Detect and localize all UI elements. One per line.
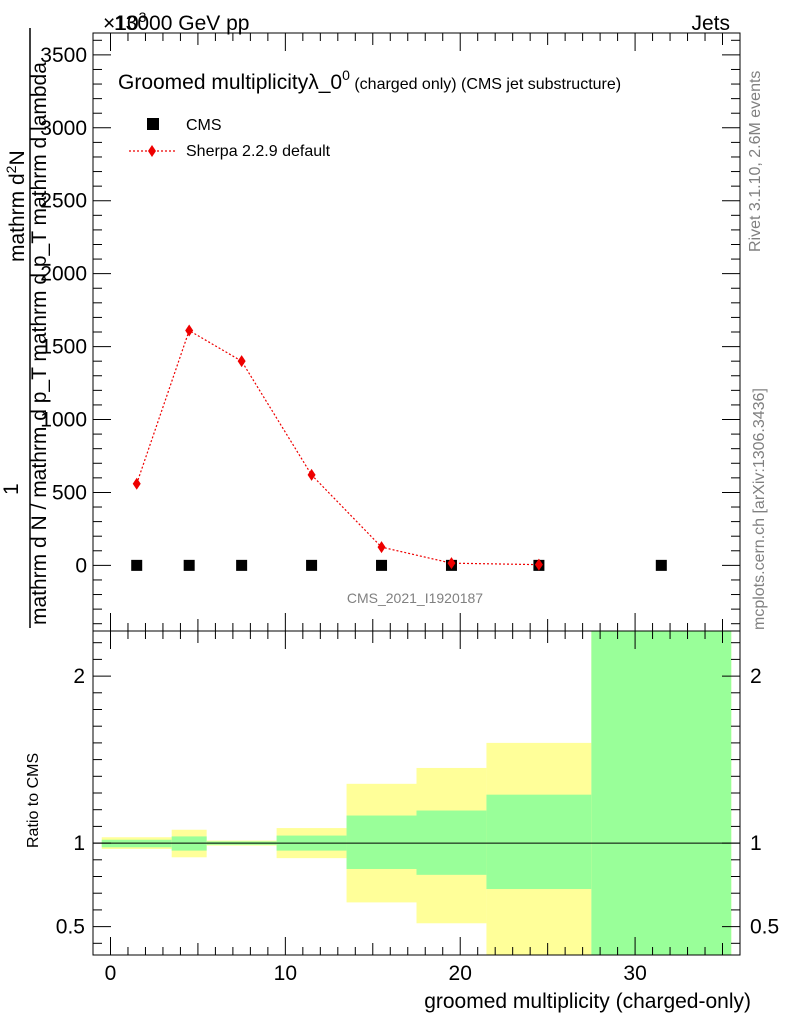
ratio-y-label: Ratio to CMS (25, 753, 42, 848)
x-tick-label: 20 (449, 962, 472, 985)
ratio-tick-label-right: 1 (750, 832, 762, 855)
cms-point (131, 559, 143, 571)
header-left: 13000 GeV pp (114, 12, 249, 35)
ratio-frame (92, 630, 741, 956)
legend-cms-marker (147, 118, 159, 130)
sherpa-point (237, 355, 246, 368)
mcplots-label: mcplots.cern.ch [arXiv:1306.3436] (751, 388, 768, 630)
watermark: CMS_2021_I1920187 (347, 590, 483, 606)
ratio-tick-label-left: 2 (73, 665, 85, 688)
ratio-band-green-6 (486, 794, 592, 890)
y-tick-label: 1000 (40, 409, 87, 432)
cms-point (236, 559, 248, 571)
ratio-band-green-7 (591, 631, 732, 955)
legend-cms-label: CMS (186, 117, 222, 134)
ratio-ticks: 0 10 20 30 0.5 0.5 1 1 2 2 (56, 631, 779, 985)
legend: CMS Sherpa 2.2.9 default (129, 117, 331, 160)
cms-point (183, 559, 195, 571)
ratio-tick-label-right: 0.5 (750, 916, 779, 939)
cms-point (376, 559, 388, 571)
main-series (131, 324, 667, 571)
ratio-tick-label-left: 1 (73, 832, 85, 855)
y-tick-label: 500 (52, 481, 87, 504)
ratio-bands (101, 631, 732, 955)
x-tick-label: 10 (274, 962, 297, 985)
y-tick-label: 3500 (40, 44, 87, 67)
y-tick-label: 1500 (40, 336, 87, 359)
ratio-tick-label-right: 2 (750, 665, 762, 688)
y-tick-label: 3000 (40, 117, 87, 140)
header-exponent: ×103 (103, 9, 147, 35)
legend-sherpa-label: Sherpa 2.2.9 default (186, 143, 331, 160)
sherpa-point (377, 541, 386, 554)
sherpa-point (307, 468, 316, 481)
x-axis-label: groomed multiplicity (charged-only) (424, 990, 751, 1013)
ylabel-prefix: 1 (0, 483, 23, 495)
cms-point (306, 559, 318, 571)
header-right: Jets (691, 12, 730, 35)
rivet-label: Rivet 3.1.10, 2.6M events (747, 71, 764, 252)
x-tick-label: 0 (105, 962, 117, 985)
ylabel-denominator: mathrm d N / mathrm d p_T mathrm d p_T m… (28, 62, 51, 625)
ylabel-numerator: mathrm d2N (3, 150, 29, 262)
y-tick-label: 2000 (40, 263, 87, 286)
ratio-band-green-4 (346, 815, 417, 869)
main-ticks: 0 500 1000 1500 2000 2500 3000 3500 (40, 33, 740, 631)
sherpa-line (136, 329, 539, 566)
main-title: Groomed multiplicityλ_00 (charged only) … (118, 67, 621, 94)
legend-sherpa-marker (148, 145, 156, 157)
cms-point (655, 559, 667, 571)
x-tick-label: 30 (623, 962, 646, 985)
main-y-label: 1 mathrm d2N mathrm d N / mathrm d p_T m… (0, 28, 51, 628)
sherpa-point (447, 557, 456, 570)
sherpa-point (534, 558, 543, 571)
y-tick-label: 0 (75, 554, 87, 577)
y-tick-label: 2500 (40, 190, 87, 213)
ratio-panel: 0 10 20 30 0.5 0.5 1 1 2 2 (56, 630, 779, 985)
sherpa-point (132, 477, 141, 490)
ratio-tick-label-left: 0.5 (56, 916, 85, 939)
sherpa-point (185, 324, 194, 337)
main-panel: 0 500 1000 1500 2000 2500 3000 3500 CMS_2021_I1… (40, 32, 741, 632)
header-exponent-power: 3 (139, 9, 147, 25)
